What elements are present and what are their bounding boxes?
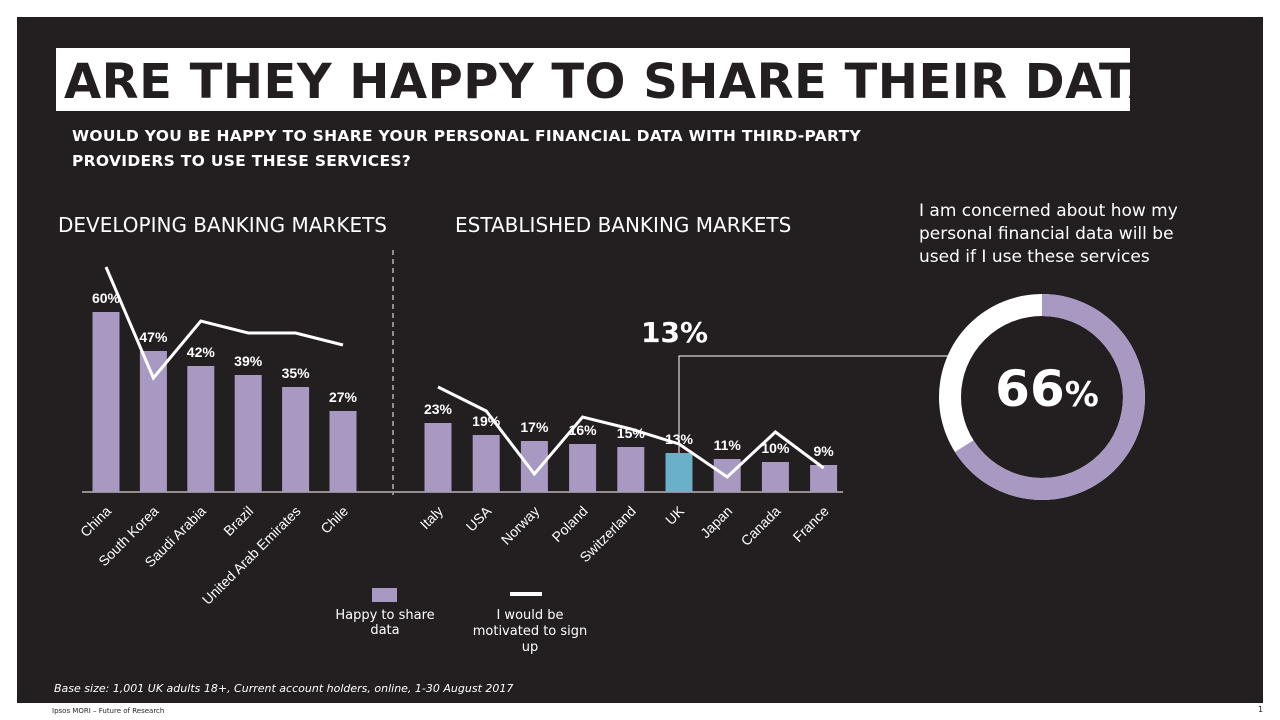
uk-callout-connector — [678, 355, 948, 453]
donut-value: 66% — [992, 360, 1102, 418]
motivated-line-established — [437, 385, 825, 479]
bar-south-korea — [139, 351, 167, 492]
category-label-china: China — [77, 503, 114, 540]
data-label-south-korea: 47% — [139, 329, 168, 345]
data-label-united-arab-emirates: 35% — [282, 365, 311, 381]
data-label-chile: 27% — [329, 389, 358, 405]
legend-line-label: I would be motivated to sign up — [472, 608, 588, 655]
slide-background — [17, 17, 1263, 703]
page-title: ARE THEY HAPPY TO SHARE THEIR DATA? — [64, 54, 1195, 110]
donut-number: 66 — [995, 360, 1065, 418]
data-label-china: 60% — [92, 290, 121, 306]
category-label-italy: Italy — [417, 503, 446, 532]
bar-usa — [472, 435, 500, 492]
category-label-brazil: Brazil — [220, 503, 256, 539]
legend-line-swatch — [510, 592, 542, 596]
bar-switzerland — [617, 447, 645, 492]
legend-bar-label: Happy to share data — [335, 608, 435, 638]
uk-callout-value: 13% — [641, 316, 709, 349]
category-label-canada: Canada — [738, 503, 784, 549]
legend-bar-swatch — [372, 588, 397, 602]
bar-poland — [569, 444, 597, 492]
bar-chile — [329, 411, 357, 492]
category-label-chile: Chile — [317, 503, 351, 537]
data-label-japan: 11% — [714, 437, 742, 453]
category-label-japan: Japan — [697, 503, 735, 541]
bar-canada — [761, 462, 789, 492]
data-label-canada: 10% — [761, 440, 790, 456]
category-label-france: France — [790, 503, 832, 545]
survey-question: WOULD YOU BE HAPPY TO SHARE YOUR PERSONA… — [72, 127, 861, 170]
data-label-usa: 19% — [472, 413, 501, 429]
motivated-line-developing — [104, 266, 344, 381]
category-label-poland: Poland — [549, 503, 591, 545]
developing-markets-label: DEVELOPING BANKING MARKETS — [58, 213, 387, 237]
bar-saudi-arabia — [187, 366, 215, 492]
category-label-norway: Norway — [498, 503, 543, 548]
donut-unit: % — [1064, 375, 1099, 415]
concern-statement: I am concerned about how my personal fin… — [919, 201, 1178, 267]
donut-concerned-segment — [939, 294, 1145, 500]
bar-china — [92, 312, 120, 492]
data-label-switzerland: 15% — [617, 425, 646, 441]
data-label-saudi-arabia: 42% — [187, 344, 216, 360]
bar-france — [810, 465, 838, 492]
bar-united-arab-emirates — [282, 387, 310, 492]
base-size-note: Base size: 1,001 UK adults 18+, Current … — [54, 682, 514, 695]
bar-italy — [424, 423, 452, 492]
footer-source: Ipsos MORI – Future of Research — [52, 707, 165, 715]
title-box — [56, 48, 1130, 111]
bar-norway — [520, 441, 548, 492]
bar-uk — [665, 453, 693, 492]
bar-brazil — [234, 375, 262, 492]
established-markets-label: ESTABLISHED BANKING MARKETS — [455, 213, 792, 237]
page-number: 1 — [1258, 705, 1264, 714]
data-label-norway: 17% — [520, 419, 549, 435]
data-label-italy: 23% — [424, 401, 453, 417]
category-label-usa: USA — [463, 502, 495, 534]
data-label-france: 9% — [813, 443, 834, 459]
data-label-brazil: 39% — [234, 353, 263, 369]
category-label-uk: UK — [662, 502, 688, 528]
